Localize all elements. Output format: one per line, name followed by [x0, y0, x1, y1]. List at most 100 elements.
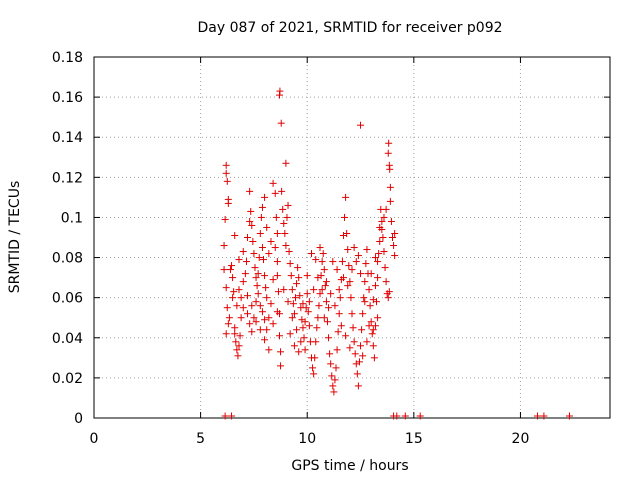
data-point	[301, 346, 309, 354]
data-point	[295, 274, 303, 282]
data-point	[288, 314, 296, 322]
data-point	[300, 334, 308, 342]
data-point	[318, 258, 326, 266]
data-point	[277, 362, 285, 370]
data-point	[293, 280, 301, 288]
data-point	[273, 229, 281, 237]
data-point	[350, 338, 358, 346]
data-point	[369, 296, 377, 304]
data-point	[316, 244, 324, 252]
data-point	[269, 179, 277, 187]
data-point	[231, 330, 239, 338]
data-point	[374, 274, 382, 282]
data-point	[336, 294, 344, 302]
y-tick-label: 0.04	[52, 331, 83, 347]
data-point	[299, 324, 307, 332]
data-point	[339, 274, 347, 282]
y-tick-label: 0	[74, 411, 83, 427]
data-point	[277, 119, 285, 127]
data-point	[319, 250, 327, 258]
data-point	[220, 242, 228, 250]
data-point	[248, 302, 256, 310]
data-point	[325, 334, 333, 342]
x-tick-label: 15	[405, 431, 423, 447]
data-point	[288, 286, 296, 294]
data-point	[354, 252, 362, 260]
data-point	[260, 256, 268, 264]
data-point	[256, 229, 264, 237]
data-point	[359, 352, 367, 360]
data-point	[222, 169, 230, 177]
data-point	[327, 360, 335, 368]
y-tick-label: 0.02	[52, 371, 83, 387]
data-point	[375, 250, 383, 258]
data-point	[286, 330, 294, 338]
data-point	[342, 193, 350, 201]
data-point	[282, 159, 290, 167]
data-point	[338, 258, 346, 266]
data-point	[363, 246, 371, 254]
data-point	[284, 201, 292, 209]
data-point	[299, 300, 307, 308]
data-point	[344, 246, 352, 254]
data-point	[371, 282, 379, 290]
y-tick-label: 0.08	[52, 251, 83, 267]
data-point	[380, 213, 388, 221]
data-point	[369, 342, 377, 350]
data-point	[265, 346, 273, 354]
data-point	[314, 314, 322, 322]
data-point	[255, 254, 263, 262]
data-point	[267, 300, 275, 308]
data-point	[312, 338, 320, 346]
data-point	[385, 139, 393, 147]
data-point	[357, 342, 365, 350]
data-point	[263, 326, 271, 334]
data-point	[261, 272, 269, 280]
data-point	[358, 326, 366, 334]
data-point	[534, 412, 542, 420]
data-point	[257, 213, 265, 221]
y-axis-label: SRMTID / TECUs	[7, 181, 23, 294]
x-axis-label: GPS time / hours	[291, 458, 408, 474]
data-point	[301, 318, 309, 326]
data-point	[379, 234, 387, 241]
data-point	[310, 370, 318, 378]
x-tick-label: 0	[90, 431, 99, 447]
data-point	[382, 278, 390, 286]
data-point	[351, 350, 359, 358]
data-point	[276, 87, 284, 95]
data-point	[315, 302, 323, 310]
data-point	[272, 213, 280, 221]
data-point	[226, 266, 234, 274]
data-point	[295, 348, 303, 356]
data-point	[244, 234, 252, 241]
data-point	[235, 256, 243, 264]
data-point	[367, 270, 375, 278]
data-point	[368, 330, 376, 338]
data-point	[303, 272, 311, 280]
data-point	[274, 288, 282, 296]
data-point	[276, 332, 284, 340]
data-point	[357, 270, 365, 278]
data-point	[365, 286, 373, 294]
data-point	[361, 298, 369, 306]
data-point	[321, 282, 329, 290]
data-point	[271, 244, 279, 252]
data-points	[220, 87, 573, 420]
data-point	[249, 238, 257, 246]
data-point	[389, 234, 397, 241]
data-point	[376, 238, 384, 246]
data-point	[386, 183, 394, 191]
data-point	[355, 358, 363, 366]
data-point	[263, 223, 271, 231]
data-point	[360, 294, 368, 302]
data-point	[381, 264, 389, 272]
data-point	[310, 286, 318, 294]
data-point	[278, 187, 286, 195]
data-point	[329, 258, 337, 266]
data-point	[246, 320, 254, 328]
data-point	[258, 203, 266, 211]
data-point	[346, 278, 354, 286]
data-point	[232, 338, 240, 346]
data-point	[327, 290, 335, 298]
